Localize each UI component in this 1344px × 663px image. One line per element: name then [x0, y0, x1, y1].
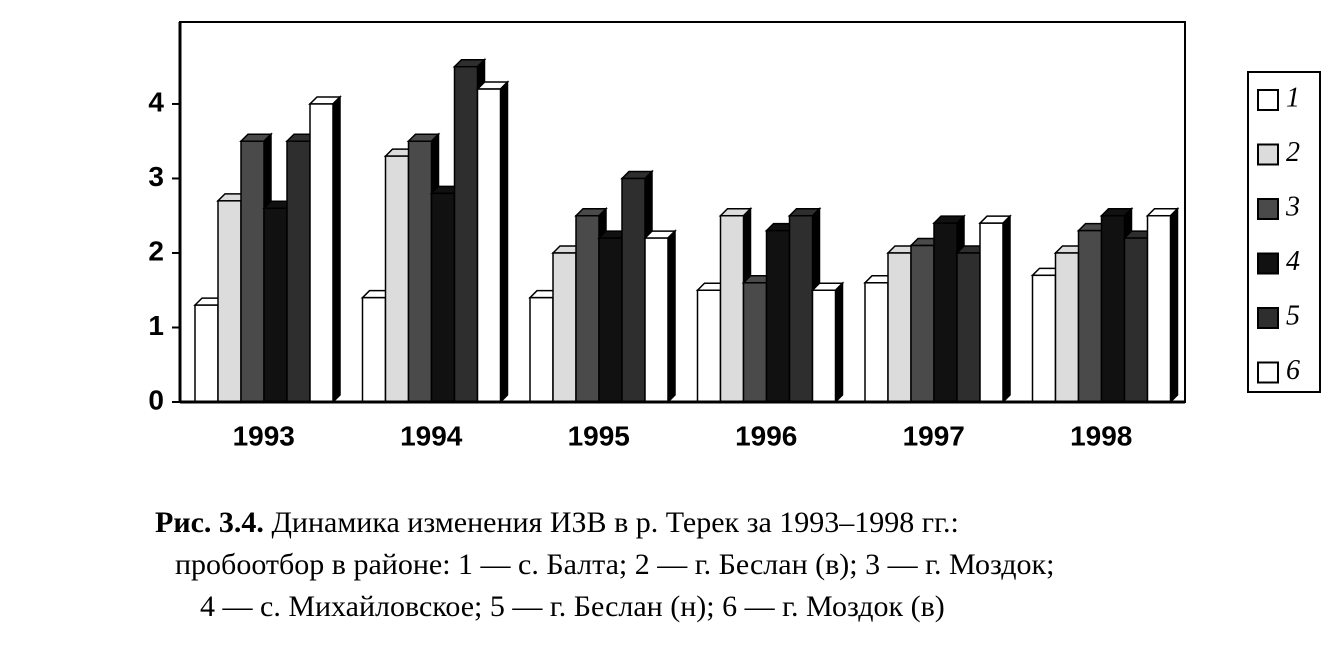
legend-swatch [1257, 361, 1279, 384]
bar [240, 140, 265, 403]
bar [811, 289, 837, 403]
legend-swatch [1257, 307, 1279, 329]
bar [598, 237, 623, 403]
legend-label: 2 [1286, 137, 1300, 168]
caption-line: пробоотбор в районе: 1 — с. Балта; 2 — г… [175, 548, 1054, 581]
bar [719, 214, 745, 403]
bar-side [667, 229, 676, 404]
x-tick-label: 1996 [735, 420, 797, 451]
bar [529, 296, 554, 403]
caption-line: Динамика изменения ИЗВ в р. Терек за 199… [271, 506, 958, 539]
legend-label: 1 [1286, 82, 1300, 113]
legend-label: 4 [1286, 246, 1300, 277]
x-tick-label: 1997 [903, 420, 965, 451]
bar [1123, 237, 1149, 403]
y-tick-label: 4 [148, 86, 164, 117]
legend-swatch [1257, 143, 1279, 166]
bar [194, 304, 219, 403]
bar [933, 222, 958, 403]
bar-side [834, 281, 844, 404]
caption: Рис. 3.4. Динамика изменения ИЗВ в р. Те… [155, 506, 959, 539]
bar [453, 65, 479, 403]
bar-side [332, 95, 341, 404]
x-tick-label: 1995 [568, 420, 630, 451]
bar [956, 252, 981, 403]
bar [864, 282, 889, 403]
x-tick-label: 1998 [1070, 420, 1132, 451]
bar [263, 207, 288, 403]
bar [1077, 229, 1103, 403]
bar [1054, 252, 1080, 403]
legend-label: 3 [1285, 191, 1300, 222]
legend-label: 6 [1286, 355, 1300, 386]
bar [696, 289, 722, 403]
bar [309, 103, 334, 403]
bar [361, 296, 387, 403]
legend-label: 5 [1286, 300, 1300, 331]
legend-swatch [1257, 89, 1279, 111]
bar [644, 237, 669, 403]
bar-side [499, 80, 509, 404]
bar [788, 214, 814, 403]
bar [1146, 214, 1172, 403]
caption-label: Рис. 3.4. [155, 506, 264, 539]
bar [1100, 214, 1126, 403]
bar [430, 192, 456, 403]
x-tick-label: 1994 [400, 420, 463, 451]
bar [476, 88, 502, 403]
bar [407, 140, 433, 403]
bar-side [1002, 214, 1011, 404]
bar [765, 229, 791, 403]
bar [742, 282, 768, 403]
bar [217, 200, 242, 403]
legend-swatch [1257, 252, 1279, 275]
caption-line: 4 — с. Михайловское; 5 — г. Беслан (н); … [200, 590, 945, 623]
y-tick-label: 2 [148, 235, 164, 266]
x-tick-label: 1993 [233, 420, 295, 451]
y-tick-label: 0 [148, 384, 164, 415]
bar [552, 252, 577, 403]
bar [384, 155, 410, 403]
bar [910, 244, 935, 403]
bar [979, 222, 1004, 403]
bar [887, 252, 912, 403]
bar [621, 177, 646, 403]
legend-box [1247, 71, 1321, 393]
y-tick-label: 1 [148, 310, 164, 341]
y-tick-label: 3 [148, 161, 164, 192]
bar-side [1169, 206, 1179, 404]
bar [1031, 274, 1057, 403]
bar [286, 140, 311, 403]
bar [575, 214, 600, 403]
legend-swatch [1257, 198, 1279, 220]
